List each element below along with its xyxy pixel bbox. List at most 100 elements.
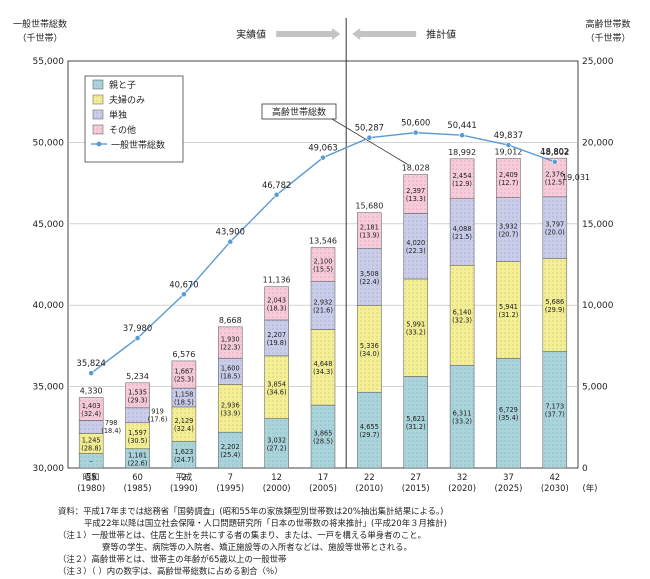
callout-label: 高齢世帯総数 [272,106,326,118]
label-projection: 推計値 [426,28,456,41]
legend-label: 単独 [109,109,127,121]
segment-value-label: 3,865 [314,430,333,438]
single-percent-label: (17.6) [148,415,168,423]
segment-percent-label: (30.5) [128,437,148,445]
x-tick-label: (1990) [170,483,198,493]
household-chart: 30,000 35,000 40,000 45,000 50,000 55,000 0 5,0… [13,18,631,493]
x-tick-label: (2025) [495,483,523,493]
segment-percent-label: (34.3) [313,368,333,376]
line-value-label: 49,063 [308,143,337,153]
bar-segment [171,360,197,389]
right-tick-label: 25,000 [582,57,614,67]
legend-label: 夫婦のみ [109,94,145,106]
bar-segment [264,418,289,469]
segment-value-label: 4,088 [453,225,472,233]
segment-value-label: 1,667 [174,367,193,375]
single-value-label: 919 [151,407,164,415]
line-value-label: 49,837 [494,130,523,140]
legend-swatch [92,94,104,105]
line-point [459,132,465,139]
segment-percent-label: (31.2) [406,423,426,431]
bar-segment [542,258,568,352]
x-tick-label: 22 [364,472,375,482]
segment-value-label: 3,508 [360,270,379,278]
segment-percent-label: (13.3) [406,195,426,203]
segment-percent-label: (33.2) [406,329,426,337]
left-tick-label: 55,000 [33,57,65,67]
elderly-total-label: 18,992 [448,148,476,157]
legend-line-marker [96,141,102,147]
segment-percent-label: (12.9) [452,180,472,188]
legend-swatch [92,124,104,135]
segment-percent-label: (20.7) [499,231,519,239]
bar-segment [449,198,475,266]
bar-segment [125,382,150,409]
bar-segment [264,319,289,357]
segment-percent-label: (25.4) [220,451,240,459]
bar-segment [78,420,104,434]
segment-percent-label: (33.9) [220,409,240,417]
segment-value-label: 1,535 [128,388,147,396]
segment-value-label: 2,202 [221,443,240,451]
segment-value-label: 2,376 [545,170,564,178]
bar-segment [310,404,336,469]
segment-value-label: 2,043 [267,296,286,304]
segment-value-label: 3,797 [545,221,564,229]
bar-segment [218,431,243,469]
left-tick-label: 40,000 [33,301,65,311]
bar-segment [125,422,150,450]
line-point [366,134,373,141]
bar-segment [496,261,521,359]
left-tick-label: 35,000 [33,383,65,393]
bar-segment [449,365,475,469]
bar-segment [357,391,382,469]
single-percent-label: (18.4) [101,427,121,435]
x-tick-label: (2020) [448,483,476,493]
bar-segment [264,355,289,419]
segment-value-label: 1,930 [221,336,240,344]
bar-segment [218,358,243,385]
segment-value-label: 5,336 [360,342,379,350]
segment-value-label: 2,454 [453,172,472,180]
segment-percent-label: (15.5) [313,266,333,274]
bar-segment [542,350,568,469]
note-source-2: 平成22年以降は国立社会保障・人口問題研究所「日本の世帯数の将来推計」(平成20… [84,518,447,528]
right-tick-label: 20,000 [582,138,614,148]
x-tick-label: 2 [181,472,186,482]
segment-percent-label: (27.2) [267,444,287,452]
segment-value-label: 2,129 [174,417,193,425]
segment-value-label: 4,655 [360,423,379,431]
segment-percent-label: (22.6) [128,459,148,467]
right-axis-unit: （千世帯） [585,32,630,44]
legend-label: その他 [109,124,136,136]
elderly-total-label: 19,012 [494,148,522,157]
x-tick-label: 12 [271,472,282,482]
x-tick-label: (1980) [77,483,105,493]
segment-value-label: 2,932 [314,299,333,307]
segment-value-label: ｰ [90,458,93,465]
bar-segment [264,286,289,321]
x-tick-label: (2030) [541,483,569,493]
x-tick-label: (1985) [124,483,152,493]
segment-value-label: 1,403 [82,402,101,410]
segment-value-label: 2,181 [360,223,379,231]
segment-value-label: 3,032 [267,436,286,444]
line-value-label: 50,441 [447,120,476,130]
segment-percent-label: (13.9) [359,231,379,239]
segment-percent-label: (35.4) [499,414,519,422]
segment-percent-label: (29.9) [545,306,565,314]
segment-percent-label: (21.6) [313,307,333,315]
elderly-total-label: 15,680 [355,202,383,211]
line-value-label: 50,287 [355,123,384,133]
left-axis-unit: （千世帯） [17,32,62,44]
bar-segment [496,358,521,469]
bar-segment [310,281,336,330]
line-value-label: 50,600 [401,118,430,128]
segment-value-label: 3,932 [499,223,518,231]
line-point [181,291,187,298]
segment-percent-label: (21.5) [452,233,472,241]
chart-notes: 資料：平成17年までは総務省「国勢調査」(昭和55年の家族類型別世帯数は20%抽… [58,505,648,577]
x-tick-label: 60 [132,472,143,482]
segment-value-label: 1,623 [174,448,193,456]
segment-value-label: 1,597 [128,429,147,437]
